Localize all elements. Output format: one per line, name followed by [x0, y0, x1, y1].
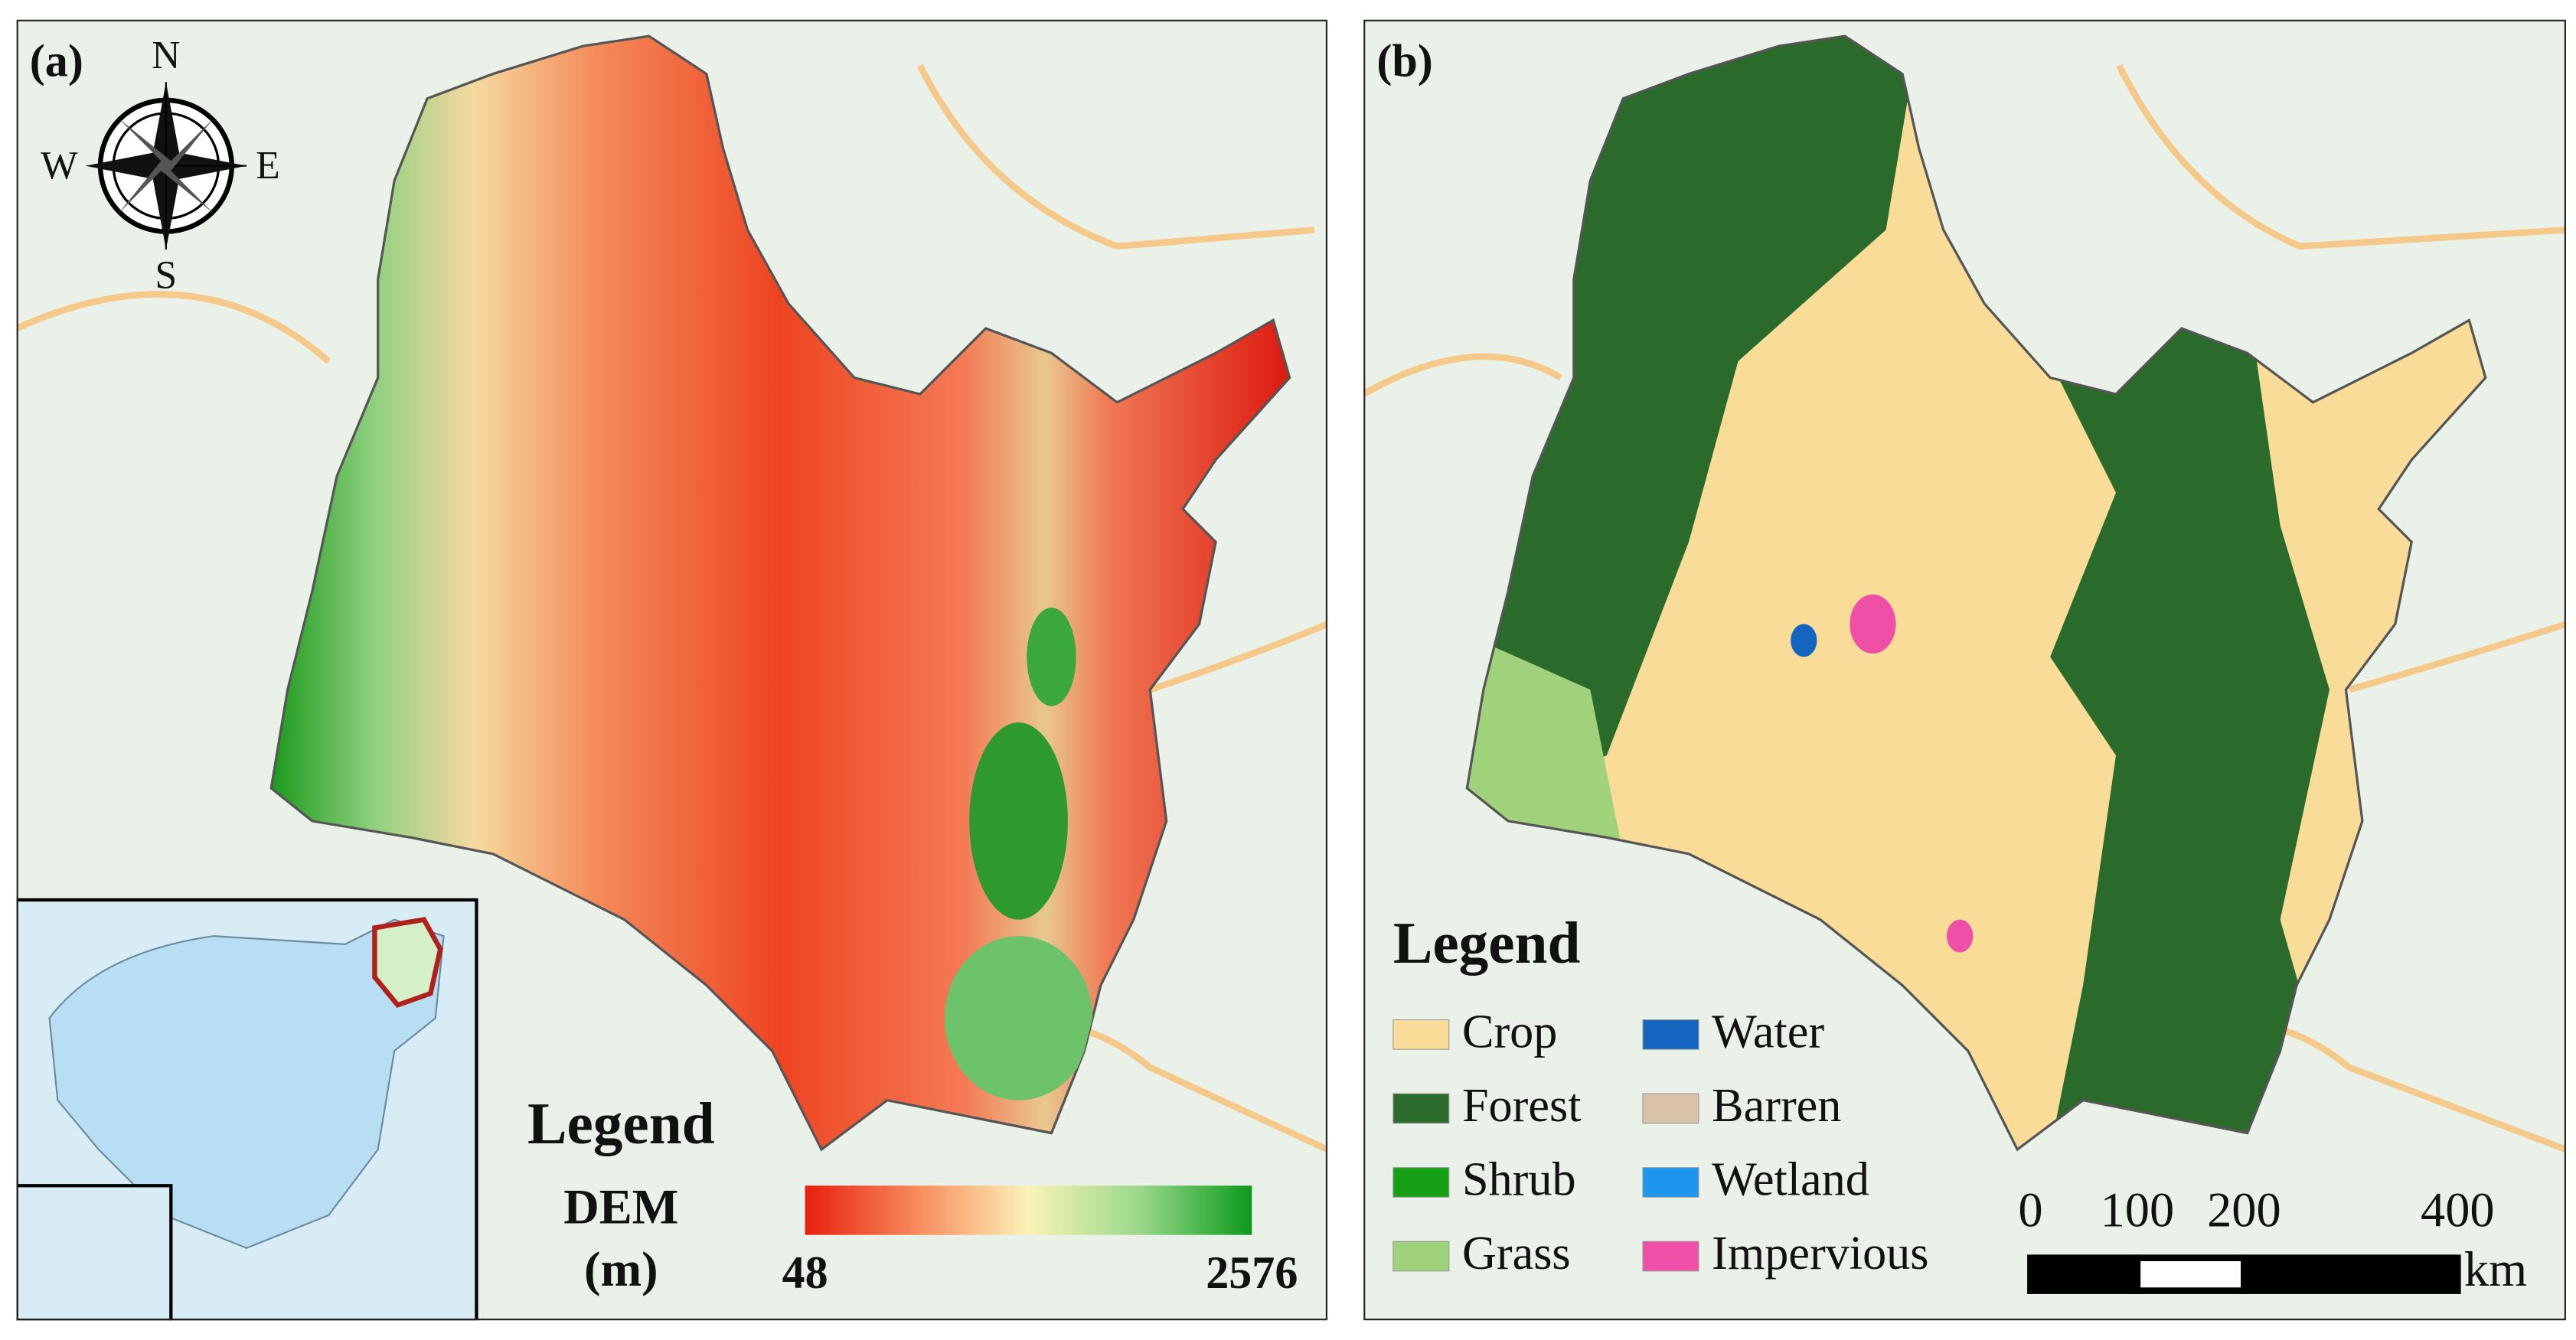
legend-min: 48 — [782, 1247, 828, 1298]
boundary-lines — [1363, 64, 2566, 1153]
compass-label: N — [152, 34, 180, 77]
legend-swatch — [1642, 1241, 1699, 1272]
legend-colorbar — [805, 1185, 1252, 1235]
legend-swatch — [1392, 1093, 1450, 1124]
legend-label: Crop — [1462, 1006, 1557, 1058]
scale-tick-label: 0 — [2018, 1183, 2042, 1237]
compass-label: S — [155, 254, 178, 298]
legend-label: Impervious — [1712, 1228, 1928, 1280]
scale-segment — [2134, 1254, 2248, 1294]
legend-label: Forest — [1462, 1080, 1582, 1132]
legend-label: Water — [1712, 1006, 1824, 1058]
legend-label: Wetland — [1712, 1153, 1869, 1205]
scale-tick-label: 400 — [2421, 1183, 2495, 1237]
panel-b: (b) Legend Crop Forest Shrub Grass Water Barr… — [1363, 19, 2566, 1321]
legend-swatch — [1392, 1019, 1450, 1050]
dem-highlands — [945, 607, 1093, 1100]
legend-unit: (m) — [584, 1242, 658, 1296]
scale-tick-label: 200 — [2207, 1183, 2281, 1237]
panel-label: (a) — [30, 35, 83, 86]
scale-unit: km — [2464, 1242, 2527, 1296]
legend-swatch — [1392, 1241, 1450, 1272]
legend: Crop Forest Shrub Grass Water Barren Wetland Im… — [1392, 1006, 1929, 1280]
boundary-lines — [16, 64, 1327, 1153]
scale-segment — [2027, 1254, 2141, 1294]
legend-variable: DEM — [563, 1179, 678, 1234]
legend-swatch — [1642, 1093, 1699, 1124]
scale-segment — [2241, 1254, 2461, 1294]
panel-a: (a) N E S W Legend DEM (m) 48 2576 — [16, 19, 1327, 1321]
compass: N E S W — [41, 34, 280, 298]
legend-title: Legend — [1393, 910, 1581, 976]
inset-basin — [372, 917, 443, 1009]
compass-label: E — [256, 144, 279, 187]
compass-label: W — [41, 144, 78, 187]
inset-country — [48, 918, 445, 1249]
legend-label: Shrub — [1462, 1153, 1576, 1205]
legend-swatch — [1392, 1167, 1450, 1198]
legend-label: Barren — [1712, 1080, 1841, 1132]
legend-swatch — [1642, 1167, 1699, 1198]
legend-label: Grass — [1462, 1228, 1571, 1280]
scale-tick-label: 100 — [2101, 1183, 2175, 1237]
legend-swatch — [1642, 1019, 1699, 1050]
legend-max: 2576 — [1206, 1247, 1298, 1298]
inset-sea — [16, 1184, 173, 1321]
legend-title: Legend — [527, 1091, 715, 1156]
panel-label: (b) — [1376, 35, 1432, 86]
